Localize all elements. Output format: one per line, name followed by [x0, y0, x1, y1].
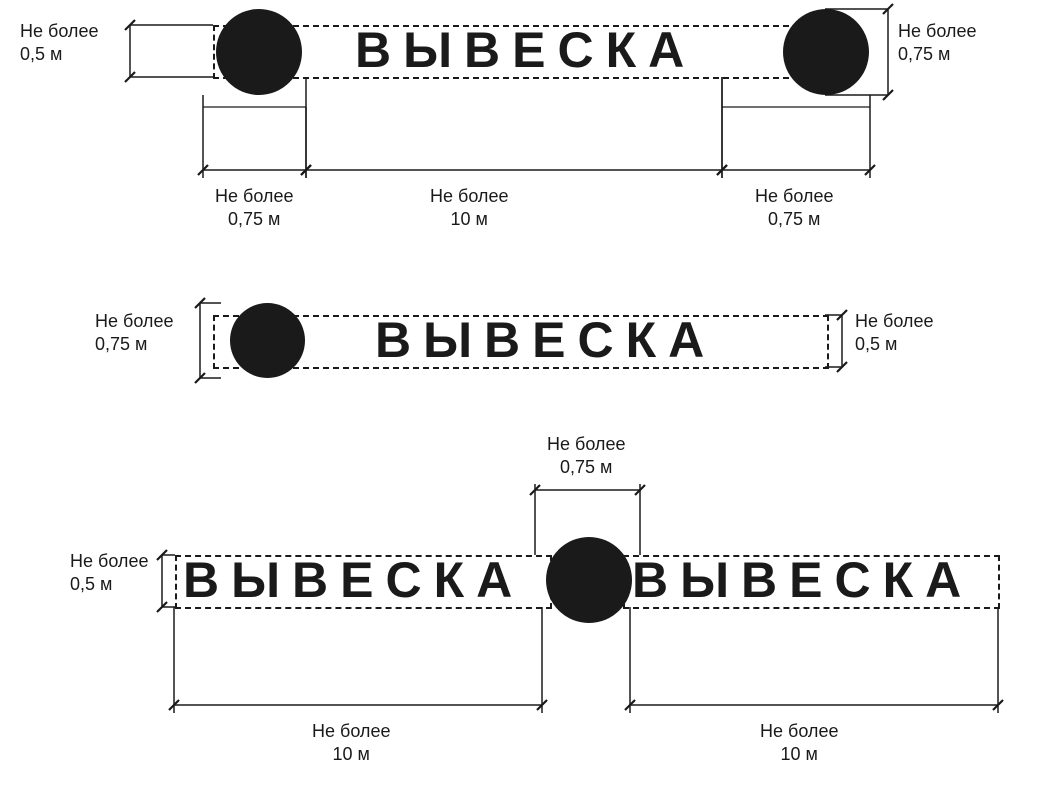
- dimension-lines-1: [0, 0, 1040, 250]
- dimension-lines-2: [0, 290, 1040, 410]
- dimension-lines-3: [0, 420, 1040, 790]
